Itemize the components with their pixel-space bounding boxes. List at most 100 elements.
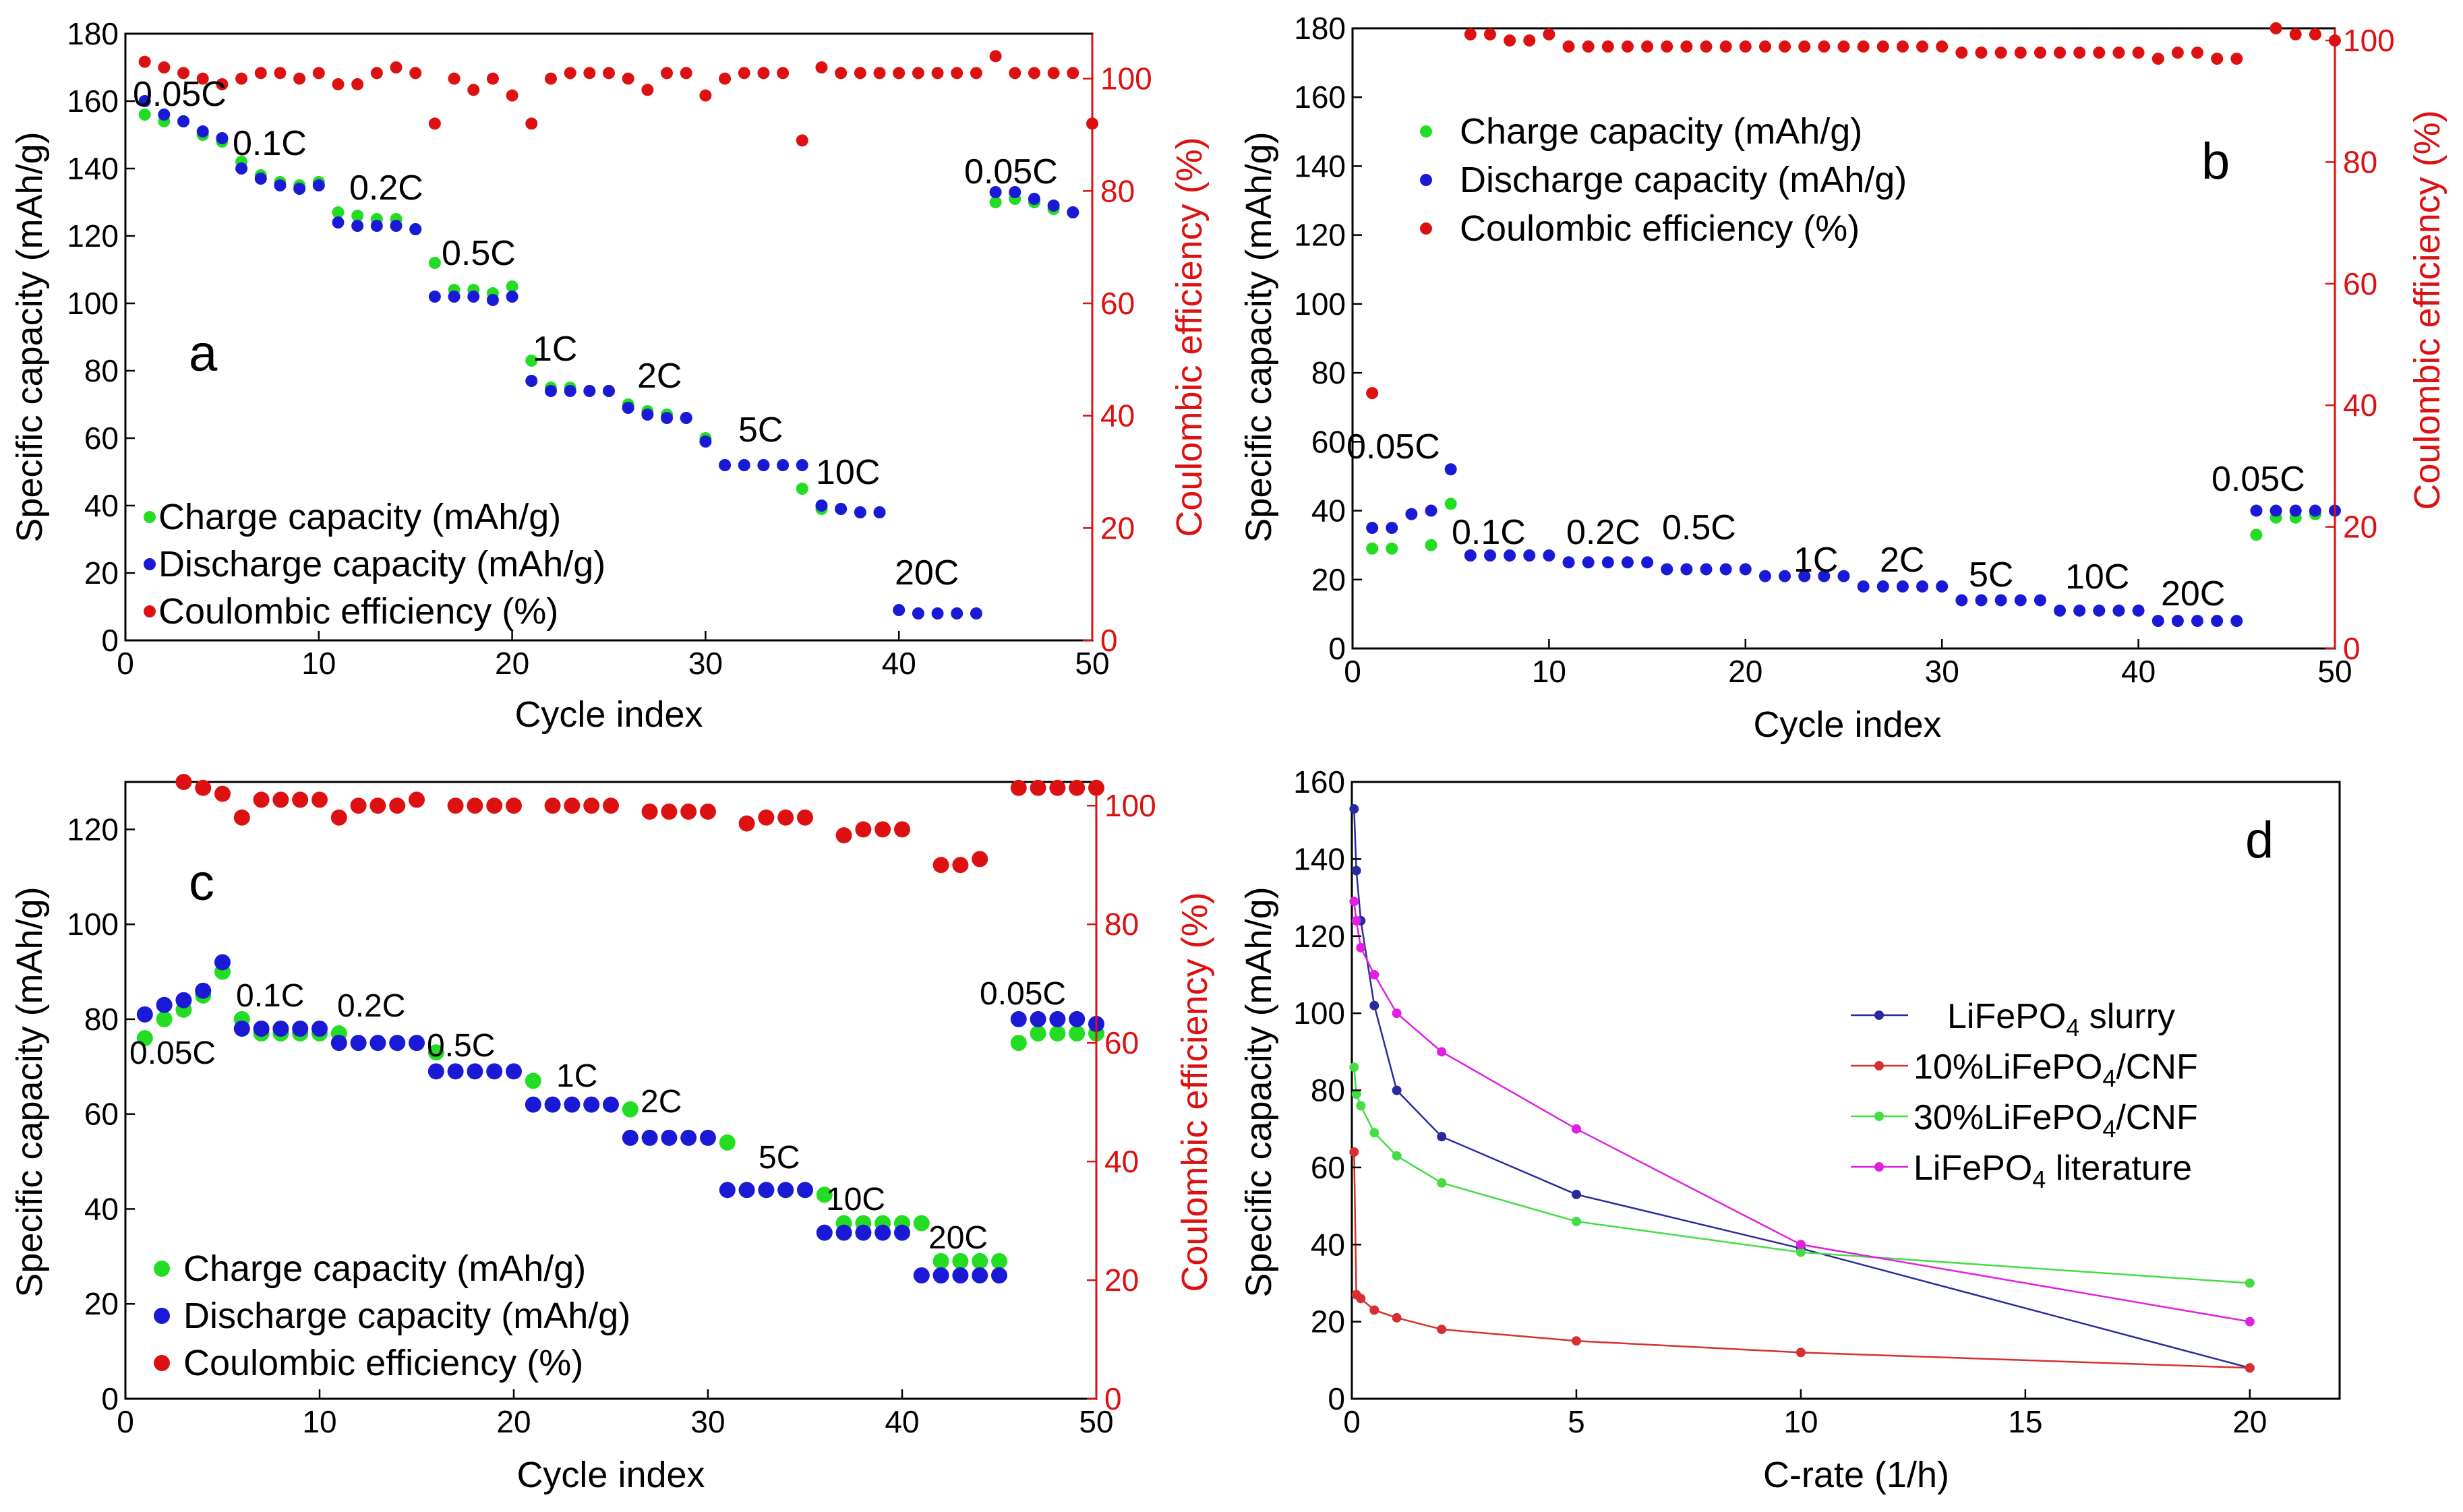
panel-a-point-discharge-capacity-mah-g: [1067, 206, 1079, 218]
panel-a-ytick-label: 100: [67, 286, 119, 321]
panel-b-ytick-label: 40: [1311, 493, 1346, 528]
panel-a-point-coulombic-efficiency: [177, 67, 190, 80]
panel-c-rate-7: 10C: [826, 1182, 885, 1217]
panel-d-point-30-lifepo4-cnf: [1437, 1178, 1447, 1188]
panel-b-point-discharge-capacity-mah-g: [1641, 556, 1654, 569]
panel-d-point-10-lifepo4-cnf: [1437, 1325, 1447, 1335]
panel-a-point-coulombic-efficiency: [467, 84, 480, 96]
panel-d-point-lifepo4-slurry: [1437, 1132, 1447, 1142]
panel-d-point-lifepo4-slurry: [1349, 804, 1359, 814]
panel-a-point-coulombic-efficiency: [525, 117, 538, 130]
panel-b-point-coulombic-efficiency: [1464, 28, 1477, 41]
panel-c-point-coulombic-efficiency: [583, 797, 600, 814]
panel-c-point-discharge-capacity-mah-g: [913, 1267, 930, 1283]
panel-a-rate-9: 0.05C: [964, 152, 1058, 191]
panel-b-point-charge-capacity-mah-g: [2250, 528, 2263, 541]
panel-a-point-discharge-capacity-mah-g: [448, 291, 461, 303]
panel-a-xtick-label: 30: [688, 646, 723, 681]
panel-c-point-coulombic-efficiency: [272, 791, 289, 808]
panel-a-point-coulombic-efficiency: [893, 67, 906, 80]
panel-c-point-coulombic-efficiency: [409, 791, 425, 808]
panel-c-y2label: Coulombic efficiency (%): [1175, 892, 1215, 1292]
panel-d-legend-cnf10: 10%LiFePO4/CNF: [1913, 1048, 2198, 1092]
panel-a-point-discharge-capacity-mah-g: [312, 179, 325, 191]
panel-b-ytick-label: 180: [1294, 11, 1346, 46]
panel-a-point-charge-capacity-mah-g: [351, 210, 364, 222]
panel-d-point-10-lifepo4-cnf: [1392, 1312, 1402, 1323]
panel-c-point-discharge-capacity-mah-g: [932, 1267, 949, 1283]
panel-c-xtick-label: 30: [690, 1404, 725, 1439]
panel-a-marks: [138, 50, 1098, 619]
panel-b-y2tick-label: 80: [2343, 144, 2377, 179]
panel-d-ylabel: Specific capacity (mAh/g): [1239, 886, 1279, 1297]
panel-c-letter: c: [189, 854, 214, 911]
panel-a-point-discharge-capacity-mah-g: [216, 132, 229, 144]
panel-d-ytick-label: 0: [1328, 1381, 1345, 1416]
panel-c-point-coulombic-efficiency: [641, 803, 658, 820]
panel-c-point-charge-capacity-mah-g: [136, 1030, 153, 1047]
panel-b-point-coulombic-efficiency: [1582, 40, 1595, 53]
panel-a-point-discharge-capacity-mah-g: [777, 459, 790, 471]
panel-c-point-coulombic-efficiency: [603, 797, 619, 814]
panel-d-point-lifepo4-literature: [1356, 942, 1366, 952]
panel-c-rate-8: 20C: [928, 1220, 988, 1256]
panel-b-ytick-label: 140: [1294, 148, 1346, 183]
panel-c-point-charge-capacity-mah-g: [913, 1215, 930, 1232]
panel-b-rate-6: 5C: [1969, 555, 2013, 595]
panel-d-point-10-lifepo4-cnf: [2245, 1363, 2255, 1373]
panel-b-rate-8: 20C: [2161, 574, 2225, 613]
panel-a-y2tick-label: 40: [1100, 398, 1135, 433]
panel-d-xtick-label: 0: [1343, 1404, 1361, 1439]
panel-a-legend-discharge-marker: [144, 558, 156, 570]
panel-c-point-discharge-capacity-mah-g: [156, 996, 173, 1013]
panel-c-point-discharge-capacity-mah-g: [835, 1224, 852, 1241]
panel-c-rate-6: 5C: [759, 1140, 800, 1176]
panel-d-legend: LiFePO4 slurry 10%LiFePO4/CNF 30%LiFePO4…: [1851, 997, 2198, 1193]
panel-b-point-discharge-capacity-mah-g: [2171, 615, 2184, 628]
panel-b-point-coulombic-efficiency: [1661, 40, 1673, 53]
panel-a-rate-2: 0.2C: [349, 169, 423, 208]
panel-a-point-coulombic-efficiency: [757, 67, 770, 80]
panel-d-xtick-label: 15: [2008, 1404, 2042, 1439]
panel-a-point-coulombic-efficiency: [158, 61, 171, 73]
panel-d-ytick-label: 160: [1293, 764, 1345, 799]
panel-a-point-coulombic-efficiency: [699, 89, 712, 102]
panel-a-rate-1: 0.1C: [233, 124, 307, 163]
panel-c-point-charge-capacity-mah-g: [622, 1101, 639, 1118]
panel-d-point-lifepo4-slurry: [1392, 1085, 1402, 1095]
panel-b-point-discharge-capacity-mah-g: [1857, 580, 1870, 593]
panel-c-point-coulombic-efficiency: [467, 797, 483, 814]
panel-d-point-10-lifepo4-cnf: [1571, 1336, 1581, 1346]
panel-c-legend-discharge: Discharge capacity (mAh/g): [183, 1296, 630, 1336]
panel-c-ytick-label: 20: [84, 1286, 119, 1321]
panel-a-point-coulombic-efficiency: [486, 72, 499, 85]
panel-c-y2tick-label: 80: [1104, 907, 1139, 942]
panel-a-point-discharge-capacity-mah-g: [332, 216, 345, 229]
panel-a-point-coulombic-efficiency: [661, 67, 674, 80]
panel-c-legend-charge-marker: [154, 1261, 170, 1277]
panel-b-point-discharge-capacity-mah-g: [1483, 549, 1496, 562]
panel-d-point-30-lifepo4-cnf: [1796, 1247, 1806, 1257]
panel-b-y2tick-label: 100: [2343, 23, 2395, 58]
panel-c-y2tick-label: 60: [1104, 1025, 1139, 1060]
panel-c-xticks: 0 10 20 30 40 50: [117, 1389, 1114, 1439]
panel-a-point-discharge-capacity-mah-g: [912, 607, 924, 619]
panel-c-legend: Charge capacity (mAh/g) Discharge capaci…: [154, 1248, 630, 1383]
panel-c-point-discharge-capacity-mah-g: [525, 1096, 541, 1113]
panel-a-point-coulombic-efficiency: [564, 67, 576, 80]
panel-d-legend-cnf10-marker: [1874, 1061, 1884, 1070]
panel-b-point-discharge-capacity-mah-g: [1601, 556, 1614, 569]
panel-b-rate-4: 1C: [1793, 541, 1838, 580]
panel-c-point-discharge-capacity-mah-g: [330, 1035, 347, 1052]
panel-a-ytick-label: 80: [84, 353, 119, 388]
panel-c-point-discharge-capacity-mah-g: [350, 1035, 367, 1052]
panel-d-xlabel: C-rate (1/h): [1763, 1455, 1949, 1495]
panel-b-point-coulombic-efficiency: [1483, 28, 1496, 41]
panel-c-point-coulombic-efficiency: [1010, 779, 1027, 796]
panel-d-xtick-label: 20: [2232, 1404, 2267, 1439]
panel-d-point-30-lifepo4-cnf: [1571, 1216, 1581, 1226]
panel-a-point-charge-capacity-mah-g: [796, 483, 808, 495]
panel-c-point-discharge-capacity-mah-g: [564, 1096, 581, 1113]
panel-c-point-discharge-capacity-mah-g: [409, 1035, 425, 1052]
panel-b-xticks: 0 10 20 30 40 50: [1344, 639, 2352, 689]
